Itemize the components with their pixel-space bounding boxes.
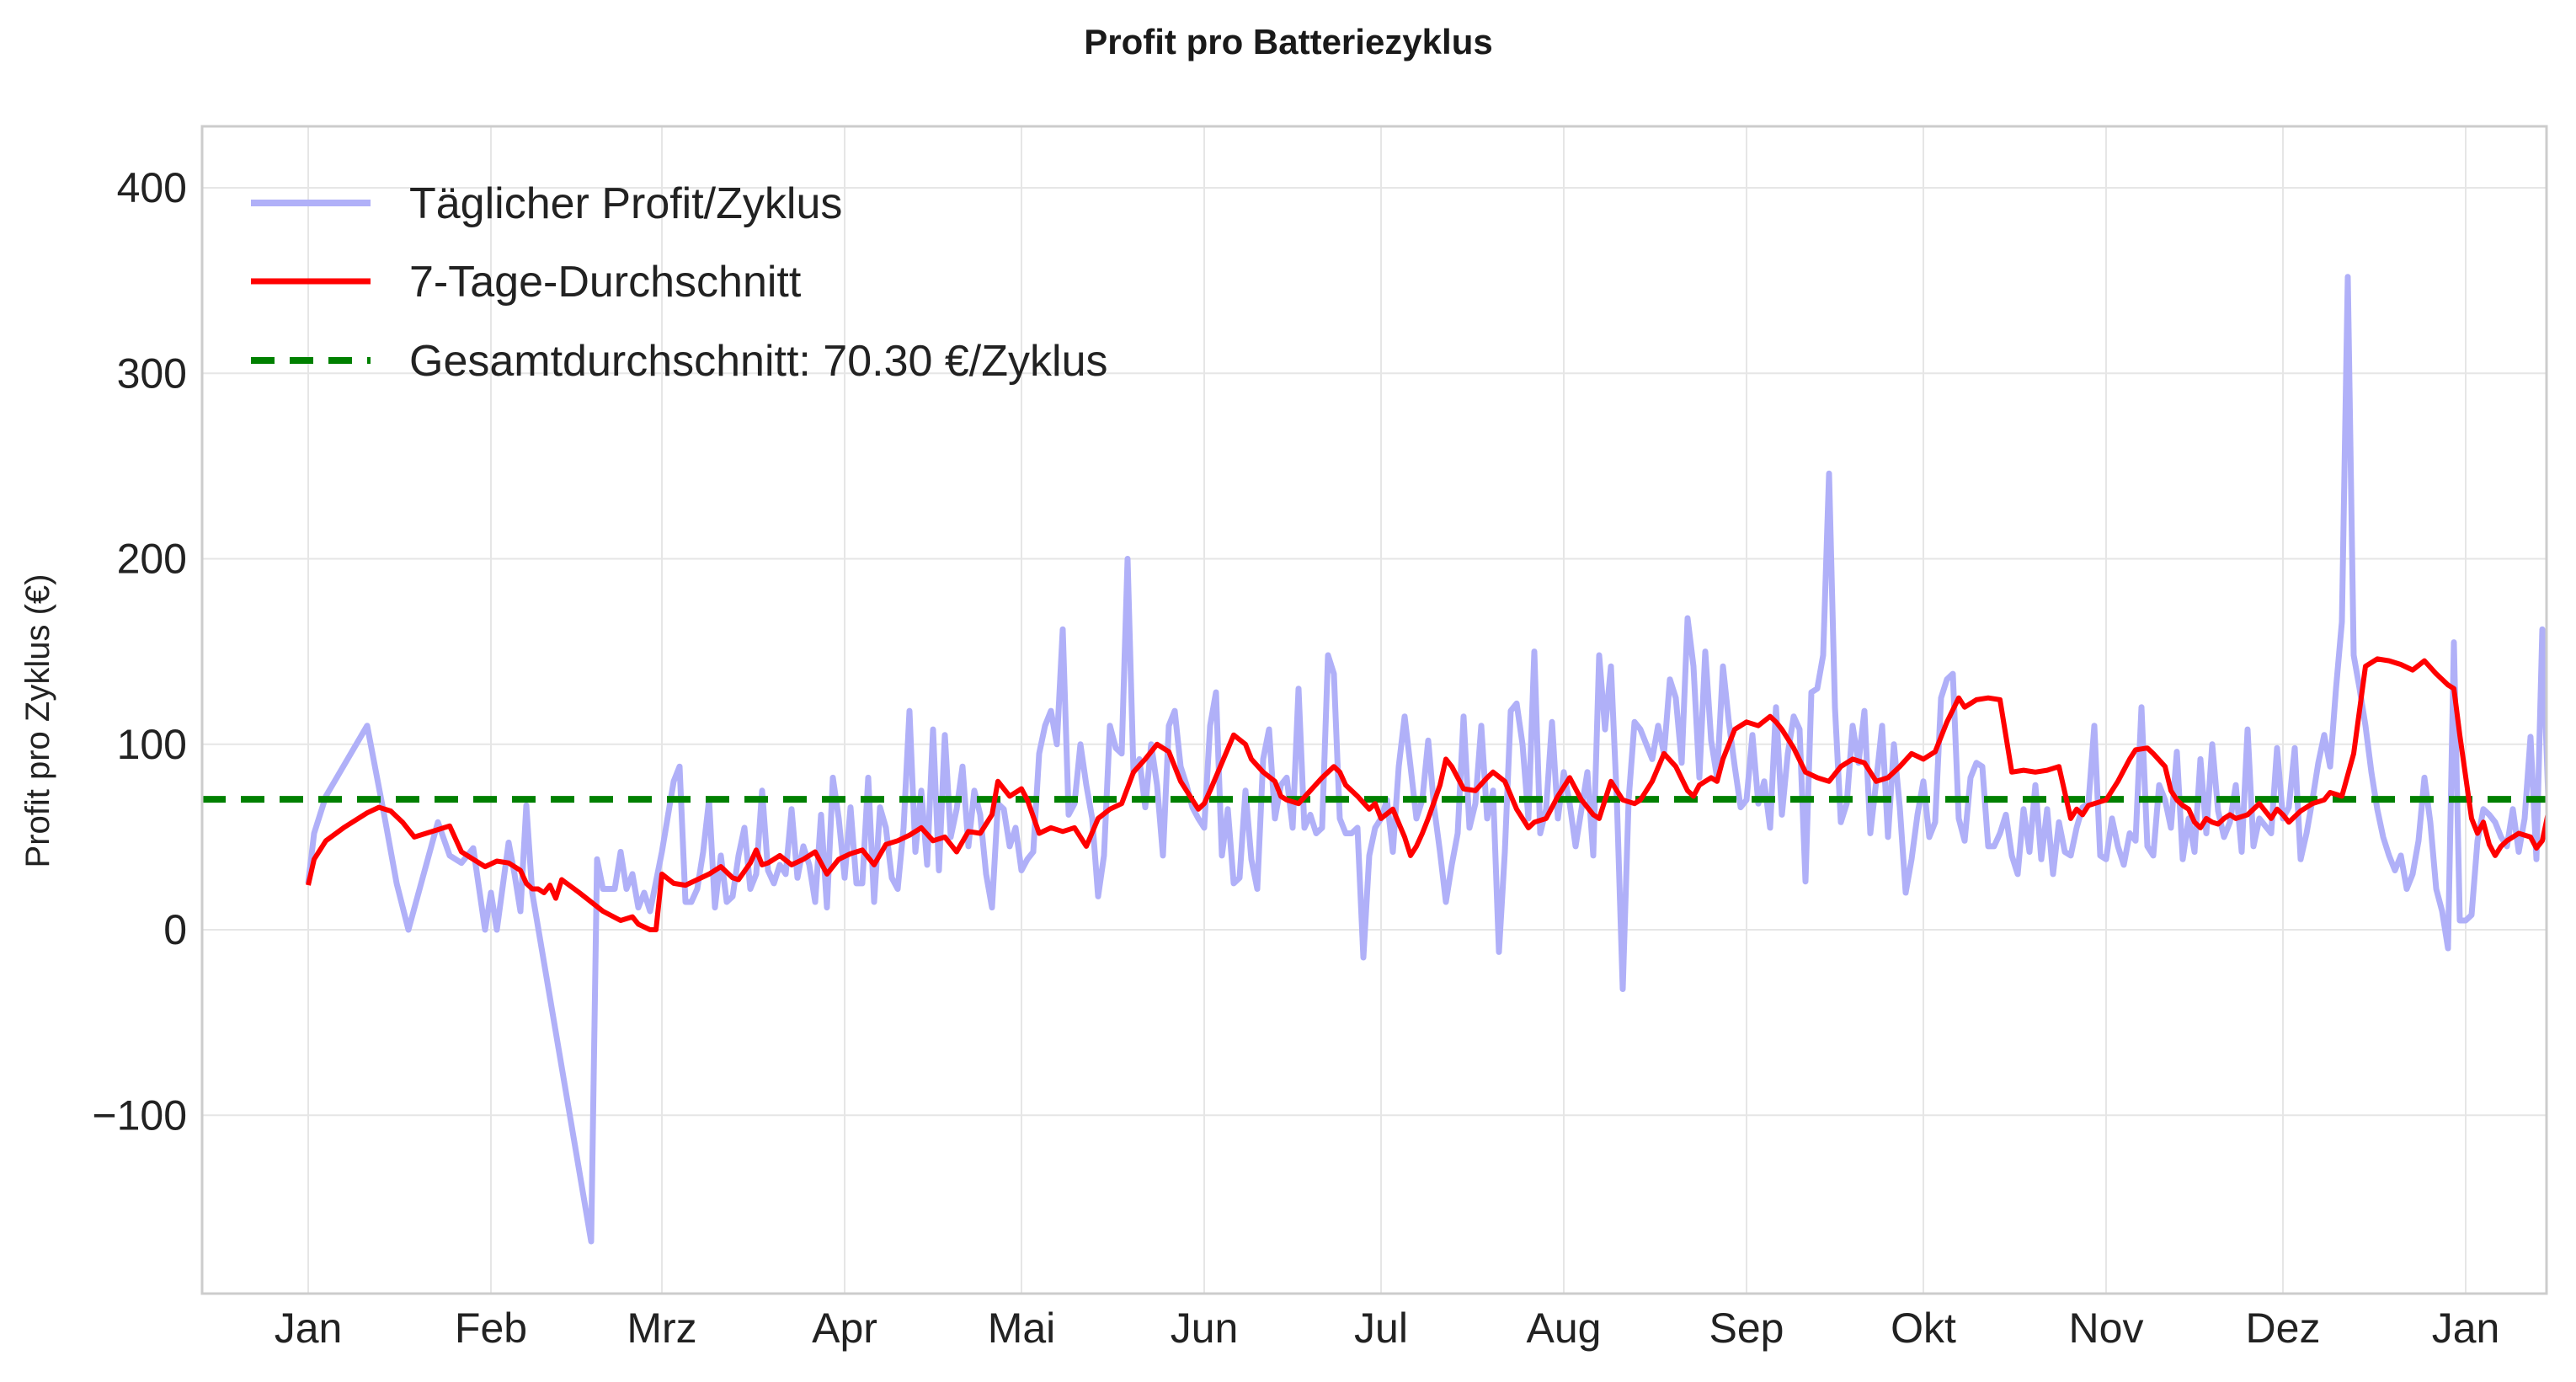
legend-entry-rolling: 7-Tage-Durchschnitt [251,258,802,307]
y-tick-label: 0 [163,906,187,953]
series-line-daily-profit [305,274,2547,1245]
plot-area [202,274,2547,1245]
chart-title: Profit pro Batteriezyklus [1084,22,1492,61]
y-tick-label: 200 [117,536,187,583]
series-group [202,274,2547,1245]
x-tick-label: Nov [2069,1305,2144,1352]
x-tick-label: Jan [275,1305,343,1352]
grid-layer [202,126,2547,1294]
y-tick-label: −100 [92,1091,187,1139]
x-tick-label: Feb [455,1305,527,1352]
legend-label-rolling: 7-Tage-Durchschnitt [409,258,802,307]
x-tick-label: Jun [1171,1305,1239,1352]
x-tick-label: Sep [1709,1305,1784,1352]
x-tick-label: Apr [812,1305,877,1352]
legend-label-average: Gesamtdurchschnitt: 70.30 €/Zyklus [409,337,1108,386]
legend-entry-average: Gesamtdurchschnitt: 70.30 €/Zyklus [251,337,1108,386]
legend-label-daily: Täglicher Profit/Zyklus [409,179,842,228]
x-tick-label: Jul [1354,1305,1408,1352]
x-tick-label: Aug [1527,1305,1602,1352]
legend-entry-daily: Täglicher Profit/Zyklus [251,179,842,228]
y-tick-label: 300 [117,350,187,397]
y-tick-label: 100 [117,721,187,768]
series-line-7day-average [306,656,2547,932]
x-tick-label: Mai [988,1305,1056,1352]
x-tick-label: Jan [2432,1305,2500,1352]
x-tick-label: Mrz [627,1305,696,1352]
legend: Täglicher Profit/Zyklus 7-Tage-Durchschn… [251,179,1108,386]
y-axis-label: Profit pro Zyklus (€) [19,574,56,868]
tick-labels: −100 0 100 200 300 400 Jan Feb Mrz Apr Mai Jun Jul Au… [92,164,2499,1352]
plot-frame [200,125,2548,1295]
x-tick-label: Dez [2246,1305,2321,1352]
x-tick-label: Okt [1891,1305,1956,1352]
y-tick-label: 400 [117,164,187,211]
